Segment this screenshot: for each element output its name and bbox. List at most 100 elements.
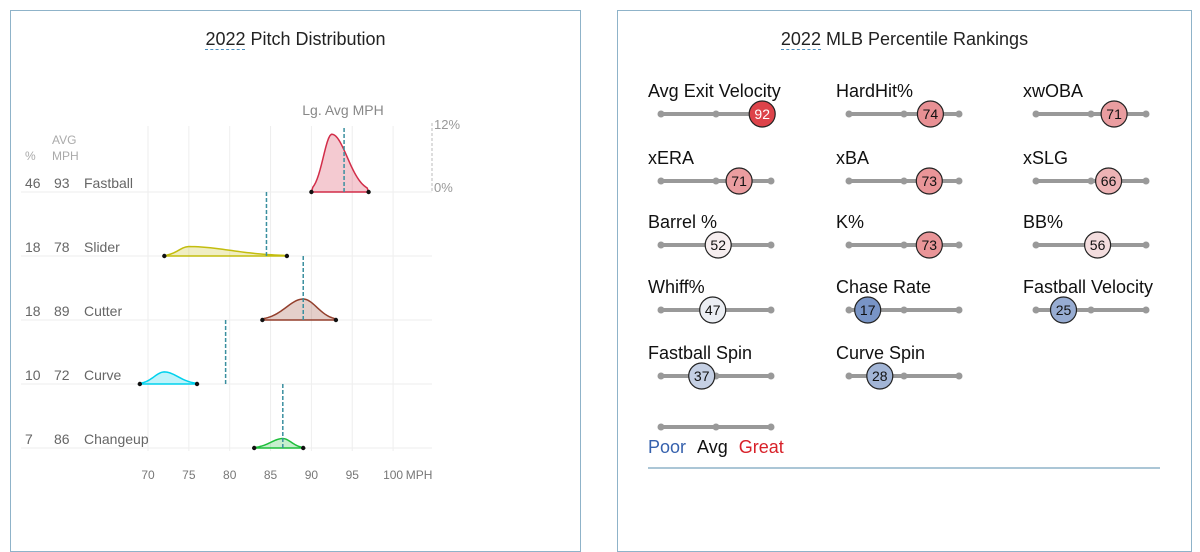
legend-slider-tick — [712, 423, 720, 431]
pitch-distribution-title: 2022 Pitch Distribution — [11, 29, 580, 50]
percentile-value: 56 — [1090, 237, 1106, 253]
metric-slider-tick — [1087, 306, 1095, 314]
percentile-marker — [854, 296, 882, 324]
percentile-marker — [688, 362, 716, 390]
metric-label: K% — [836, 212, 865, 232]
metric-label: Avg Exit Velocity — [648, 81, 781, 101]
percentile-marker — [699, 296, 727, 324]
metric-slider-tick — [1142, 241, 1150, 249]
percentile-value: 66 — [1101, 173, 1117, 189]
range-min-dot — [137, 381, 143, 387]
metric-label: Curve Spin — [836, 343, 926, 363]
percentile-rankings-panel: 2022 MLB Percentile Rankings 92 74 71 71 73 6… — [617, 10, 1192, 552]
x-tick-label: 75 — [182, 468, 196, 482]
percentile-marker — [916, 100, 944, 128]
percentile-value: 52 — [710, 237, 726, 253]
col-header-mph: MPH — [52, 149, 79, 163]
x-tick-label: 100 — [383, 468, 403, 482]
metric-slider-tick — [1087, 110, 1095, 118]
metric-slider-tick — [657, 241, 665, 249]
density-curve-cutter — [260, 298, 338, 321]
pitch-name: Slider — [84, 239, 120, 255]
range-min-dot — [162, 253, 167, 259]
percentile-marker — [915, 231, 943, 259]
pitch-avg-mph: 78 — [54, 239, 70, 255]
metric-slider-tick — [900, 372, 908, 380]
metric-slider-tick — [845, 110, 853, 118]
density-curve-fastball — [310, 133, 370, 193]
pitch-pct: 18 — [25, 303, 41, 319]
percentile-marker — [725, 167, 753, 195]
metric-slider-tick — [955, 241, 963, 249]
metric-slider-tick — [657, 306, 665, 314]
pitch-distribution-panel: 2022 Pitch Distribution 70 75 80 85 90 95 100 M… — [10, 10, 581, 552]
percentile-value: 25 — [1056, 302, 1072, 318]
percentile-marker — [915, 167, 943, 195]
pitch-pct: 46 — [25, 175, 41, 191]
metric-slider-tick — [955, 110, 963, 118]
legend-avg: Avg — [697, 437, 728, 457]
metric-slider-tick — [767, 241, 775, 249]
metric-slider-tick — [845, 306, 853, 314]
percentile-chart: 92 74 71 71 73 66 52 73 56 47 17 25 37 28 — [648, 100, 1160, 469]
metric-label: BB% — [1023, 212, 1064, 232]
legend-great: Great — [738, 437, 784, 457]
metric-slider-tick — [1032, 110, 1040, 118]
metric-label: Barrel % — [648, 212, 718, 232]
range-min-dot — [260, 317, 265, 323]
metric-label: xSLG — [1023, 148, 1069, 168]
metric-slider-tick — [845, 372, 853, 380]
metric-label: Fastball Spin — [648, 343, 753, 363]
metric-slider-tick — [712, 110, 720, 118]
percentile-value: 74 — [923, 106, 939, 122]
density-curve-changeup — [253, 437, 306, 449]
metric-slider-tick — [955, 372, 963, 380]
pitch-pct: 18 — [25, 239, 41, 255]
title-text: Pitch Distribution — [250, 29, 386, 49]
metric-slider-tick — [657, 372, 665, 380]
year-link[interactable]: 2022 — [205, 29, 246, 50]
year-link[interactable]: 2022 — [780, 29, 821, 50]
percentile-marker — [1084, 231, 1112, 259]
metric-slider-tick — [1032, 306, 1040, 314]
pitch-avg-mph: 89 — [54, 303, 70, 319]
metric-slider-tick — [1142, 177, 1150, 185]
metric-slider-tick — [900, 177, 908, 185]
percentile-marker — [1100, 100, 1128, 128]
percentile-marker — [866, 362, 894, 390]
lg-avg-label: Lg. Avg MPH — [302, 102, 383, 118]
title-text: MLB Percentile Rankings — [825, 29, 1029, 49]
percentile-value: 71 — [731, 173, 747, 189]
metric-slider-tick — [1142, 110, 1150, 118]
percentile-value: 28 — [872, 368, 888, 384]
metric-label: Chase Rate — [836, 277, 932, 297]
metric-slider-tick — [1032, 177, 1040, 185]
pitch-avg-mph: 93 — [54, 175, 70, 191]
metric-slider-tick — [657, 110, 665, 118]
metric-slider-tick — [900, 110, 908, 118]
metric-slider-tick — [1032, 241, 1040, 249]
col-header-avg: AVG — [52, 133, 76, 147]
metric-slider-tick — [845, 177, 853, 185]
metric-slider-tick — [1142, 306, 1150, 314]
metric-slider-tick — [657, 177, 665, 185]
percentile-marker — [1049, 296, 1078, 324]
pitch-name: Changeup — [84, 431, 149, 447]
range-min-dot — [309, 189, 314, 195]
percentile-marker — [704, 231, 732, 259]
range-max-dot — [284, 253, 290, 259]
metric-slider-tick — [955, 306, 963, 314]
metric-slider-tick — [767, 177, 775, 185]
metric-label: Fastball Velocity — [1023, 277, 1154, 297]
metric-slider-tick — [1087, 177, 1095, 185]
pitch-avg-mph: 86 — [54, 431, 70, 447]
density-curve-slider — [164, 245, 288, 257]
density-curve-curve — [137, 371, 200, 385]
col-header-pct: % — [25, 149, 36, 163]
metric-slider-tick — [955, 177, 963, 185]
percentile-value: 17 — [860, 302, 876, 318]
percentile-value: 92 — [754, 106, 770, 122]
pitch-name: Curve — [84, 367, 122, 383]
percentile-value: 73 — [922, 173, 938, 189]
